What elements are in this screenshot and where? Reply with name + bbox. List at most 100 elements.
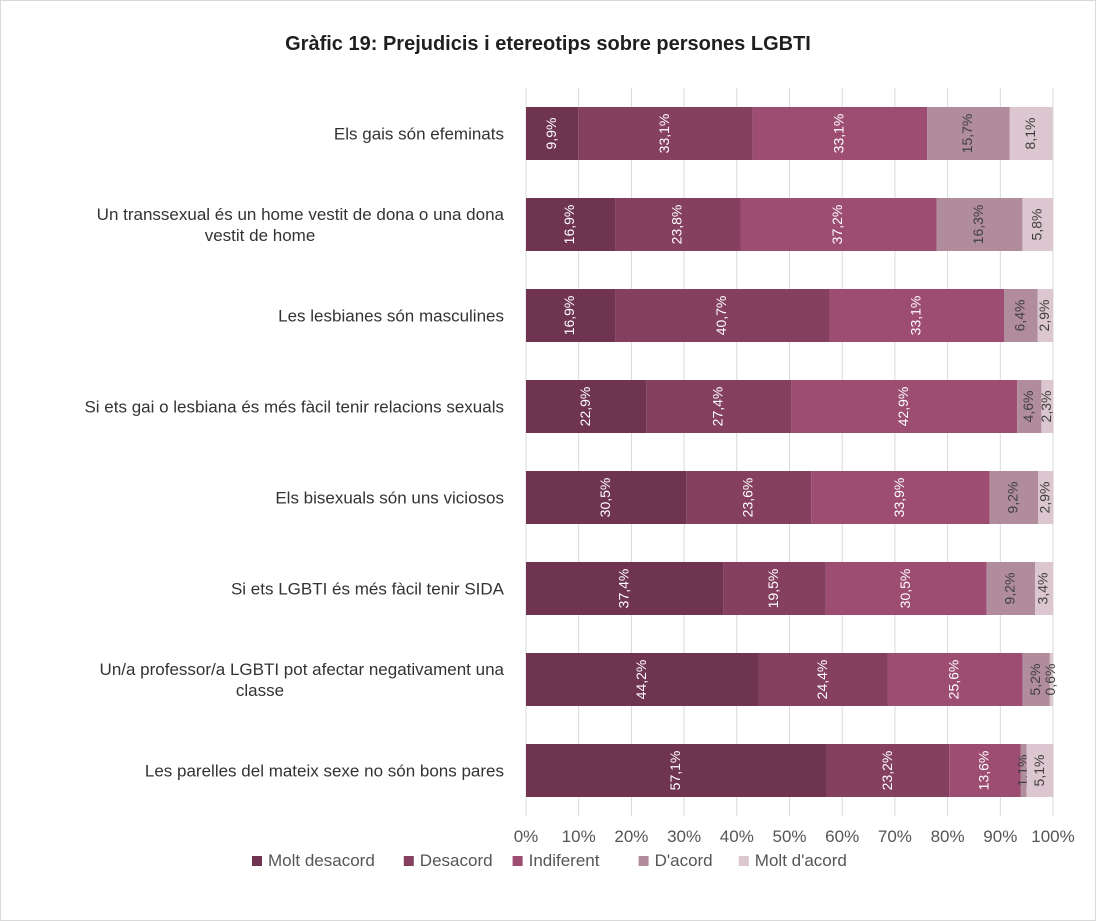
bar-segment: [811, 471, 990, 524]
data-label: 9,2%: [1002, 573, 1018, 605]
category-label: Els gais són efeminats: [334, 125, 504, 144]
category-label: vestit de home: [205, 226, 316, 245]
x-tick-label: 70%: [878, 827, 912, 846]
data-label: 9,2%: [1005, 482, 1021, 514]
bar-segment: [826, 744, 950, 797]
category-label: Les parelles del mateix sexe no són bons…: [145, 762, 504, 781]
bar-segment: [887, 653, 1023, 706]
data-label: 4,6%: [1020, 391, 1036, 423]
x-tick-label: 10%: [562, 827, 596, 846]
data-label: 33,9%: [891, 478, 907, 518]
legend-label: D'acord: [655, 851, 713, 870]
category-label: Un transsexual és un home vestit de dona…: [97, 205, 505, 224]
bar-segment: [526, 471, 687, 524]
data-label: 57,1%: [667, 751, 683, 791]
x-tick-label: 80%: [931, 827, 965, 846]
data-label: 15,7%: [959, 114, 975, 154]
data-label: 8,1%: [1022, 118, 1038, 150]
bar-segment: [526, 562, 724, 615]
data-label: 44,2%: [633, 660, 649, 700]
x-tick-label: 20%: [614, 827, 648, 846]
bar-segment: [686, 471, 812, 524]
data-label: 3,4%: [1035, 573, 1051, 605]
data-label: 33,1%: [656, 114, 672, 154]
data-label: 1,1%: [1014, 755, 1030, 787]
bar-segment: [825, 562, 987, 615]
bar-segment: [1038, 471, 1054, 524]
bar-segment: [1049, 653, 1053, 706]
legend-label: Desacord: [420, 851, 493, 870]
data-label: 22,9%: [577, 387, 593, 427]
x-tick-label: 0%: [514, 827, 539, 846]
category-label: Si ets gai o lesbiana és més fàcil tenir…: [84, 398, 504, 417]
bar-segment: [526, 380, 647, 433]
data-label: 40,7%: [713, 296, 729, 336]
data-label: 5,8%: [1028, 209, 1044, 241]
category-label: Un/a professor/a LGBTI pot afectar negat…: [100, 660, 505, 679]
bar-segment: [791, 380, 1018, 433]
category-label: Els bisexuals són uns viciosos: [275, 489, 504, 508]
bar-segment: [615, 289, 830, 342]
data-label: 24,4%: [814, 660, 830, 700]
x-tick-label: 60%: [825, 827, 859, 846]
bar-segment: [936, 198, 1023, 251]
data-label: 2,9%: [1037, 482, 1053, 514]
grid-layer: [525, 88, 1054, 816]
data-label: 5,1%: [1031, 755, 1047, 787]
data-label: 33,1%: [831, 114, 847, 154]
data-label: 16,3%: [970, 205, 986, 245]
bar-segment: [1022, 653, 1050, 706]
x-tick-label: 90%: [983, 827, 1017, 846]
bar-segment: [526, 744, 827, 797]
x-tick-label: 40%: [720, 827, 754, 846]
chart-title: Gràfic 19: Prejudicis i etereotips sobre…: [285, 33, 811, 55]
legend-label: Indiferent: [529, 851, 600, 870]
data-label: 25,6%: [946, 660, 962, 700]
category-label: Si ets LGBTI és més fàcil tenir SIDA: [231, 580, 505, 599]
data-label: 23,6%: [740, 478, 756, 518]
bar-segment: [758, 653, 888, 706]
bar-segment: [1035, 562, 1053, 615]
x-axis-tick-labels: 0% 10% 20% 30% 40% 50% 60% 70% 80% 90% 100%: [514, 827, 1075, 846]
bar-segment: [1037, 289, 1053, 342]
data-label: 9,9%: [543, 118, 559, 150]
data-label: 5,2%: [1027, 664, 1043, 696]
x-tick-label: 30%: [667, 827, 701, 846]
bar-segment: [829, 289, 1004, 342]
bar-segment: [1026, 744, 1054, 797]
data-label: 13,6%: [976, 751, 992, 791]
bar-segment: [1017, 380, 1042, 433]
data-label: 19,5%: [765, 569, 781, 609]
bar-segment: [526, 653, 759, 706]
legend-swatch: [403, 856, 414, 866]
data-label: 23,8%: [668, 205, 684, 245]
legend-label: Molt d'acord: [755, 851, 847, 870]
data-label: 30,5%: [597, 478, 613, 518]
x-tick-label: 50%: [772, 827, 806, 846]
bar-segment: [1022, 198, 1053, 251]
bar-segment: [1003, 289, 1038, 342]
legend-swatch: [638, 856, 649, 866]
bar-segment: [740, 198, 937, 251]
bar-segment: [723, 562, 826, 615]
bar-segment: [615, 198, 741, 251]
data-label: 16,9%: [561, 296, 577, 336]
bar-segment: [1041, 380, 1054, 433]
x-tick-label: 100%: [1031, 827, 1074, 846]
bar-segment: [526, 107, 579, 160]
bar-segment: [1020, 744, 1027, 797]
bars-layer: 9,9% 33,1% 33,1% 15,7% 8,1% 16,9% 23,8% 37,2% 16…: [526, 107, 1058, 797]
category-label: Les lesbianes són masculines: [278, 307, 504, 326]
category-label: classe: [236, 681, 284, 700]
legend-swatch: [512, 856, 523, 866]
bar-segment: [989, 471, 1039, 524]
bar-segment: [646, 380, 792, 433]
bar-segment: [578, 107, 753, 160]
bar-segment: [927, 107, 1010, 160]
legend-swatch: [252, 856, 262, 866]
data-label: 33,1%: [907, 296, 923, 336]
data-label: 37,4%: [615, 569, 631, 609]
data-label: 23,2%: [879, 751, 895, 791]
data-label: 0,6%: [1042, 664, 1058, 696]
bar-segment: [986, 562, 1036, 615]
